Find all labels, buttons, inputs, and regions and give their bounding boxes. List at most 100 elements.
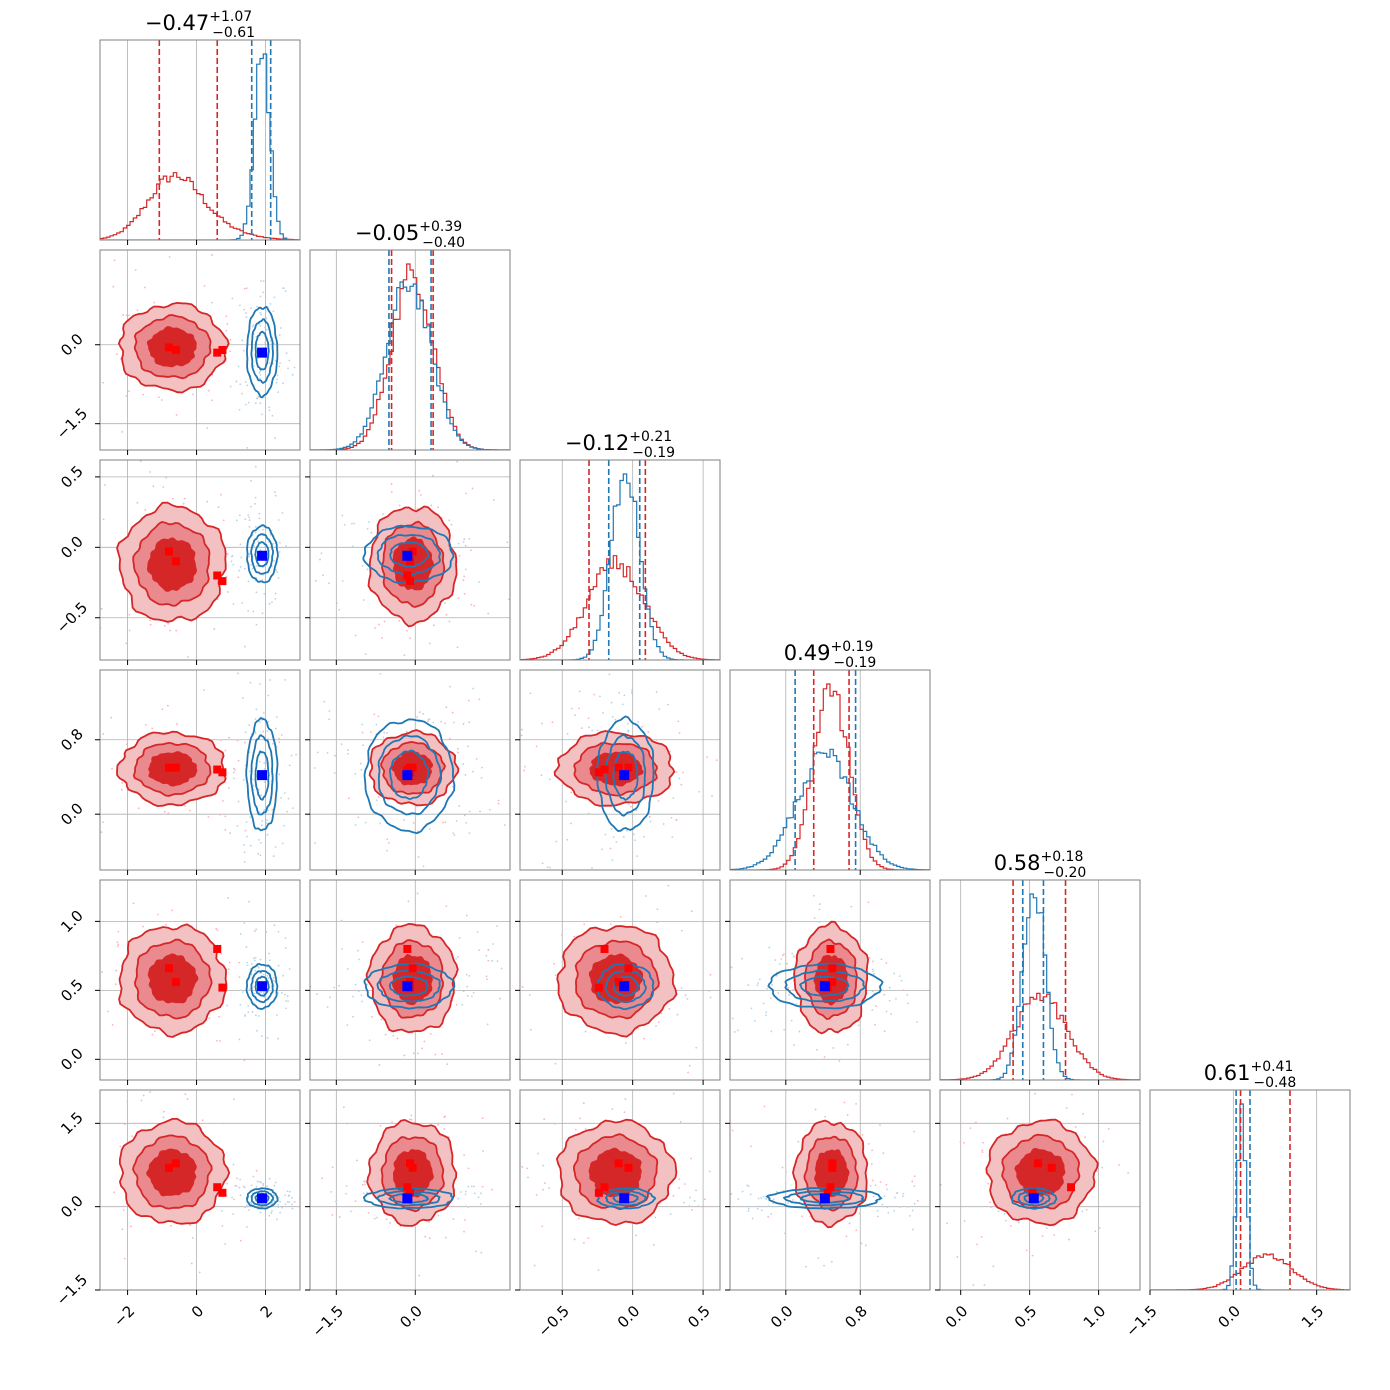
param-title-4: 0.58+0.18 −0.20 xyxy=(994,849,1087,881)
sample-point-b xyxy=(329,996,331,999)
sample-point-a xyxy=(467,745,469,748)
sample-point-b xyxy=(232,1163,235,1166)
sample-point-b xyxy=(756,984,759,987)
sample-point-a xyxy=(272,976,275,979)
sample-point-b xyxy=(895,997,897,1000)
diag-panel-1: −0.05+0.39 −0.40 xyxy=(309,219,511,451)
sample-point-b xyxy=(226,1182,229,1185)
sample-point-a xyxy=(818,921,821,923)
sample-point-a xyxy=(812,894,815,897)
title-main: 0.61 xyxy=(1204,1061,1251,1085)
sample-point-a xyxy=(470,603,473,606)
sample-point-b xyxy=(343,524,346,526)
sample-point-a xyxy=(117,930,120,933)
sample-point-a xyxy=(421,1047,423,1050)
sample-point-a xyxy=(83,299,85,301)
sample-point-b xyxy=(265,328,268,331)
sample-point-b xyxy=(386,849,388,852)
sample-point-b xyxy=(468,974,471,977)
sample-point-a xyxy=(554,1122,556,1125)
sample-point-a xyxy=(885,1183,888,1186)
panel-frame xyxy=(309,669,511,871)
sample-point-b xyxy=(271,1210,273,1212)
sample-point-a xyxy=(583,923,586,926)
sample-point-b xyxy=(240,556,243,559)
sample-point-a xyxy=(166,704,169,707)
sample-point-a xyxy=(871,1149,874,1152)
sample-point-a xyxy=(356,1159,358,1162)
sample-point-b xyxy=(281,1206,283,1209)
marker-b xyxy=(819,981,830,992)
sample-point-b xyxy=(631,689,633,692)
sample-point-a xyxy=(244,645,246,648)
sample-point-b xyxy=(260,313,262,316)
sample-point-a xyxy=(112,285,115,288)
sample-point-b xyxy=(765,1197,768,1200)
sample-point-a xyxy=(743,1252,745,1254)
sample-point-a xyxy=(121,1228,124,1231)
sample-point-b xyxy=(791,952,794,955)
marker-a xyxy=(164,343,173,352)
sample-point-a xyxy=(706,756,709,758)
marker-a xyxy=(171,978,180,987)
marker-a xyxy=(823,1188,832,1197)
sample-point-b xyxy=(468,537,471,540)
sample-point-b xyxy=(352,1015,354,1018)
sample-point-a xyxy=(238,1186,241,1189)
sample-point-a xyxy=(364,653,367,656)
sample-point-b xyxy=(479,1203,482,1205)
sample-point-b xyxy=(245,821,248,823)
pair-panel-2-5 xyxy=(519,1089,745,1291)
sample-point-a xyxy=(243,1059,246,1062)
sample-point-a xyxy=(678,732,681,734)
sample-point-a xyxy=(403,819,405,821)
sample-point-a xyxy=(695,1046,698,1049)
sample-point-a xyxy=(480,1251,483,1254)
sample-point-b xyxy=(604,833,607,836)
sample-point-a xyxy=(582,1102,585,1105)
sample-point-b xyxy=(678,777,681,780)
sample-point-a xyxy=(50,807,52,809)
sample-point-b xyxy=(1081,1210,1084,1213)
sample-point-a xyxy=(867,1142,870,1145)
sample-point-a xyxy=(888,986,891,989)
sample-point-b xyxy=(508,598,510,601)
sample-point-b xyxy=(688,1205,691,1207)
marker-a xyxy=(600,1183,609,1192)
sample-point-a xyxy=(162,486,165,488)
pair-panel-0-1 xyxy=(83,249,301,451)
sample-point-a xyxy=(1031,1254,1034,1257)
sample-point-a xyxy=(442,821,445,824)
sample-point-a xyxy=(121,430,123,433)
sample-point-b xyxy=(262,528,265,531)
contour-series-a-2 xyxy=(146,1148,197,1197)
sample-point-b xyxy=(291,1207,294,1210)
sample-point-b xyxy=(271,808,274,811)
sample-point-b xyxy=(236,824,239,827)
sample-point-b xyxy=(373,1217,376,1220)
sample-point-a xyxy=(456,460,459,463)
y-tick-label-2-2: 0.5 xyxy=(57,462,87,492)
sample-point-b xyxy=(277,1204,280,1206)
sample-point-b xyxy=(885,1010,888,1013)
sample-point-b xyxy=(239,1194,242,1197)
sample-point-b xyxy=(260,824,263,827)
sample-point-b xyxy=(591,867,593,870)
sample-point-b xyxy=(485,954,488,957)
sample-point-a xyxy=(377,715,380,718)
sample-point-a xyxy=(678,1187,681,1189)
sample-point-a xyxy=(328,718,331,721)
sample-point-a xyxy=(100,831,103,834)
sample-point-a xyxy=(588,726,591,729)
contour-series-b-2 xyxy=(612,975,640,997)
sample-point-b xyxy=(262,280,265,283)
sample-point-a xyxy=(597,1269,600,1271)
sample-point-a xyxy=(695,1189,697,1192)
contour-series-b-0 xyxy=(363,718,456,835)
sample-point-a xyxy=(321,1177,323,1180)
sample-point-a xyxy=(228,736,231,739)
sample-point-b xyxy=(258,721,261,723)
marker-a xyxy=(408,547,417,556)
sample-point-b xyxy=(263,781,266,784)
marker-a xyxy=(826,1183,835,1192)
